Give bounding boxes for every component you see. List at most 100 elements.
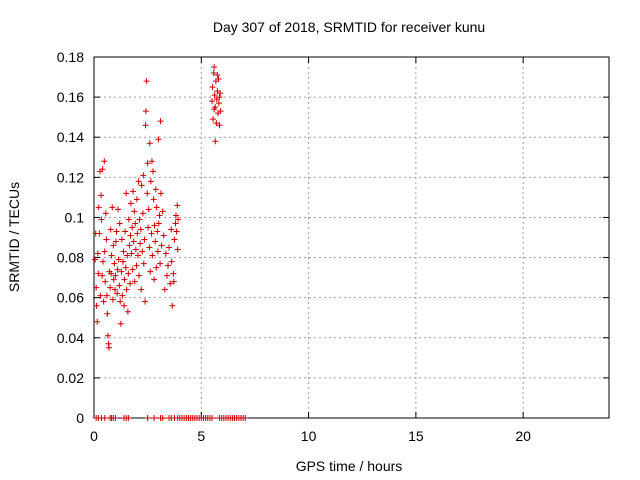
data-point [148,158,155,165]
data-point [129,266,136,273]
data-point [122,264,129,271]
data-point [116,220,123,227]
data-point [152,238,159,245]
data-point [210,116,217,123]
data-point [103,236,110,243]
y-axis-label: SRMTID / TECUs [6,182,22,292]
data-point [154,248,161,255]
y-tick-label: 0.02 [57,370,84,386]
data-point [127,200,134,207]
data-point [159,415,166,421]
data-point [131,278,138,285]
data-point [212,138,219,145]
data-point [124,308,131,315]
data-point [134,230,141,237]
data-point [126,242,133,249]
data-point [212,104,219,111]
data-point [119,292,126,299]
data-point [150,196,157,203]
data-point [140,172,147,179]
data-point [100,258,107,265]
data-point [155,220,162,227]
data-point [155,136,162,143]
data-point [102,278,109,285]
data-point [125,216,132,223]
data-point [170,270,177,277]
data-point [97,292,104,299]
data-point [98,216,105,223]
data-point [139,248,146,255]
data-point [157,118,164,125]
data-point [139,210,146,217]
data-point [115,256,122,263]
data-point [119,258,126,265]
data-point [92,256,99,263]
data-point [148,230,155,237]
data-point [112,286,119,293]
data-point [127,232,134,239]
data-point [93,302,100,309]
data-point [112,415,119,421]
data-point [136,216,143,223]
y-tick-label: 0.14 [57,129,84,145]
data-point [129,224,136,231]
data-point [132,220,139,227]
data-point [107,226,114,233]
data-point [147,178,154,185]
data-point [98,192,105,199]
data-point [143,78,150,85]
data-point [144,160,151,167]
data-point [104,310,111,317]
data-point [112,238,119,245]
data-point [142,298,149,305]
data-point [109,296,116,303]
data-point [161,286,168,293]
data-point [117,320,124,327]
data-point [125,270,132,277]
data-point [113,228,120,235]
data-point [130,238,137,245]
data-point [109,204,116,211]
data-point [99,166,106,173]
data-point [170,278,177,285]
data-point [160,232,167,239]
data-point [210,70,217,77]
data-point [151,415,158,421]
data-point [168,258,175,265]
x-axis-tick-labels: 0 5 10 15 20 [90,428,531,444]
data-point [142,122,149,129]
data-point [150,168,157,175]
data-point [94,250,101,257]
data-point [100,298,107,305]
data-point [215,76,222,83]
x-tick-label: 15 [408,428,424,444]
y-tick-label: 0.12 [57,169,84,185]
data-point [94,318,101,325]
data-point [114,266,121,273]
data-point [168,226,175,233]
data-point [153,264,160,271]
data-point [103,292,110,299]
y-axis-tick-labels: 0 0.02 0.04 0.06 0.08 0.1 0.12 0.14 0.16 0.18 [57,49,84,426]
y-tick-label: 0 [76,410,84,426]
data-points [92,64,249,421]
data-point [209,98,216,105]
data-point [163,272,170,279]
axis-ticks [93,56,609,419]
data-point [111,260,118,267]
data-point [138,182,145,189]
y-tick-label: 0.1 [65,209,85,225]
data-point [213,120,220,127]
data-point [110,242,117,249]
data-point [106,344,113,351]
data-point [101,158,108,165]
data-point [151,276,158,283]
data-point [124,252,131,259]
data-point [96,230,103,237]
data-point [108,270,115,277]
data-point [217,108,224,115]
y-tick-label: 0.08 [57,250,84,266]
data-point [151,222,158,229]
data-point [102,210,109,217]
data-point [157,260,164,267]
